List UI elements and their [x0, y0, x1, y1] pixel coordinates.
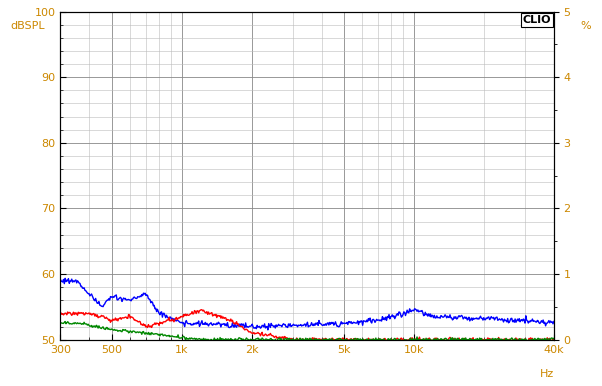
Text: CLIO: CLIO	[523, 15, 551, 25]
Y-axis label: %: %	[580, 21, 591, 31]
Y-axis label: dBSPL: dBSPL	[11, 21, 45, 31]
Text: Hz: Hz	[539, 369, 554, 379]
